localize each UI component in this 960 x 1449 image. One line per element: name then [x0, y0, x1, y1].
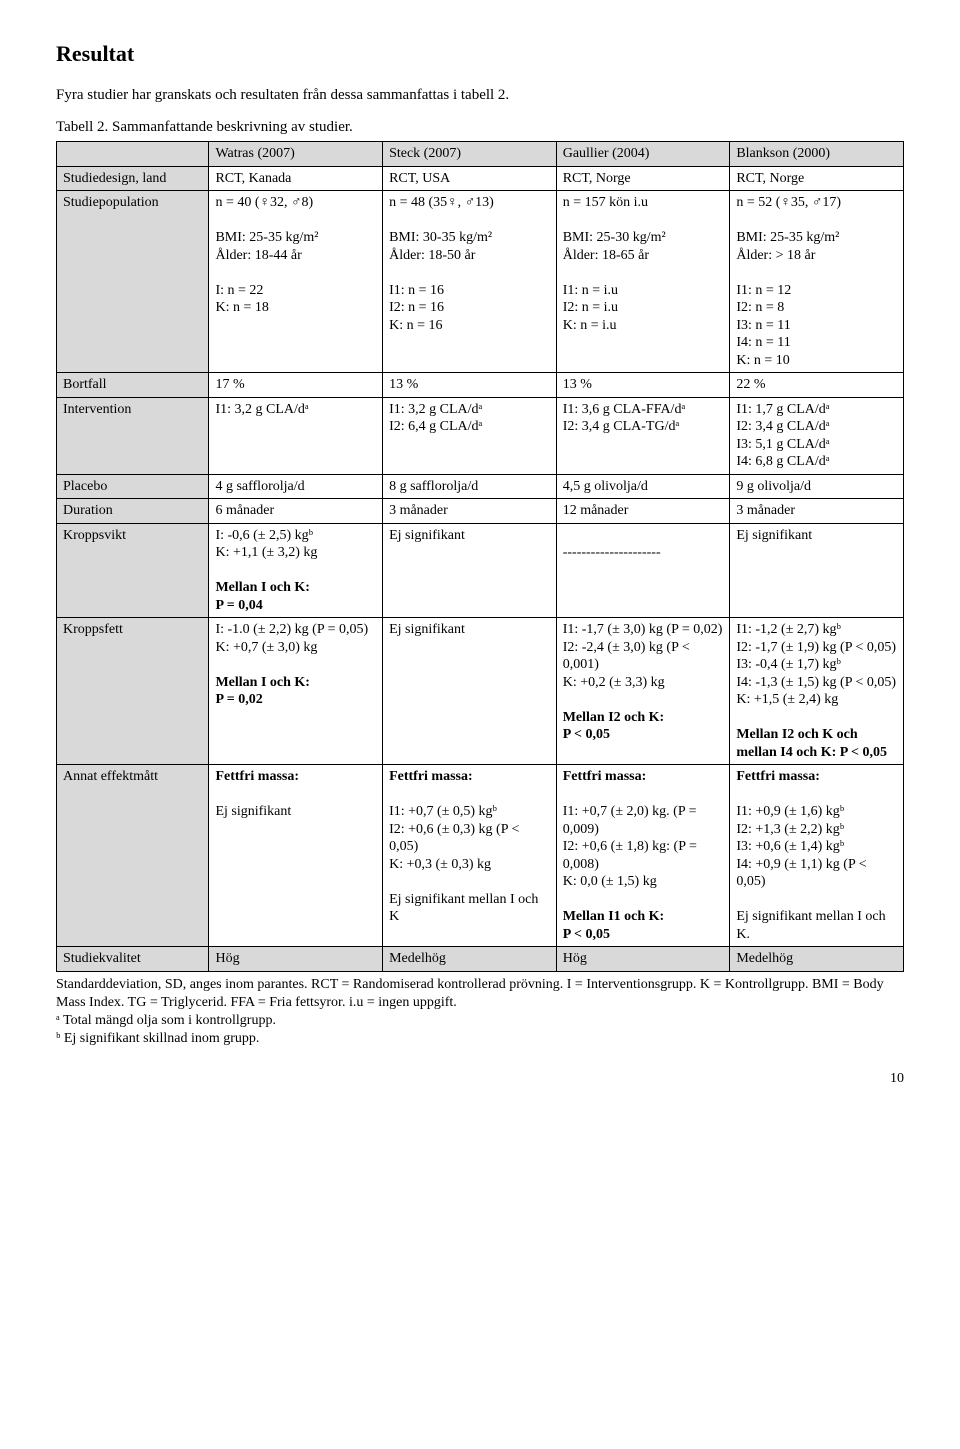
cell: n = 157 kön i.uBMI: 25-30 kg/m²Ålder: 18… [556, 191, 730, 373]
cell: n = 40 (♀32, ♂8)BMI: 25-35 kg/m²Ålder: 1… [209, 191, 383, 373]
cell: RCT, Norge [730, 166, 904, 191]
cell: --------------------- [556, 523, 730, 618]
cell: 6 månader [209, 499, 383, 524]
cell: I1: -1,7 (± 3,0) kg (P = 0,02)I2: -2,4 (… [556, 618, 730, 765]
cell: RCT, Kanada [209, 166, 383, 191]
cell: Medelhög [730, 947, 904, 972]
cell: Fettfri massa:I1: +0,7 (± 2,0) kg. (P = … [556, 765, 730, 947]
cell: 9 g olivolja/d [730, 474, 904, 499]
cell: Medelhög [383, 947, 557, 972]
cell: I1: -1,2 (± 2,7) kgᵇI2: -1,7 (± 1,9) kg … [730, 618, 904, 765]
header-blank [57, 142, 209, 167]
table-row: Kroppsvikt I: -0,6 (± 2,5) kgᵇK: +1,1 (±… [57, 523, 904, 618]
header-c2: Steck (2007) [383, 142, 557, 167]
table-row: Bortfall 17 % 13 % 13 % 22 % [57, 373, 904, 398]
cell: I1: 3,2 g CLA/dᵃI2: 6,4 g CLA/dᵃ [383, 397, 557, 474]
cell: 13 % [383, 373, 557, 398]
cell: 22 % [730, 373, 904, 398]
table-row: Studiepopulation n = 40 (♀32, ♂8)BMI: 25… [57, 191, 904, 373]
table-row: Kroppsfett I: -1.0 (± 2,2) kg (P = 0,05)… [57, 618, 904, 765]
cell: 3 månader [730, 499, 904, 524]
row-label: Studiepopulation [57, 191, 209, 373]
cell: 3 månader [383, 499, 557, 524]
cell: Ej signifikant [383, 618, 557, 765]
cell: I: -0,6 (± 2,5) kgᵇK: +1,1 (± 3,2) kgMel… [209, 523, 383, 618]
table-row: Annat effektmått Fettfri massa:Ej signif… [57, 765, 904, 947]
intro-text: Fyra studier har granskats och resultate… [56, 86, 904, 105]
cell: I1: 1,7 g CLA/dᵃI2: 3,4 g CLA/dᵃI3: 5,1 … [730, 397, 904, 474]
row-label: Studiedesign, land [57, 166, 209, 191]
table-row: Studiedesign, land RCT, Kanada RCT, USA … [57, 166, 904, 191]
cell: Hög [556, 947, 730, 972]
cell: 8 g safflorolja/d [383, 474, 557, 499]
table-footnotes: Standarddeviation, SD, anges inom parant… [56, 976, 904, 1049]
results-table: Watras (2007) Steck (2007) Gaullier (200… [56, 141, 904, 972]
header-c3: Gaullier (2004) [556, 142, 730, 167]
cell: 13 % [556, 373, 730, 398]
table-row: Studiekvalitet Hög Medelhög Hög Medelhög [57, 947, 904, 972]
header-c4: Blankson (2000) [730, 142, 904, 167]
cell: I1: 3,6 g CLA-FFA/dᵃI2: 3,4 g CLA-TG/dᵃ [556, 397, 730, 474]
table-row: Duration 6 månader 3 månader 12 månader … [57, 499, 904, 524]
row-label: Duration [57, 499, 209, 524]
cell: Ej signifikant [730, 523, 904, 618]
row-label: Placebo [57, 474, 209, 499]
cell: n = 48 (35♀, ♂13)BMI: 30-35 kg/m²Ålder: … [383, 191, 557, 373]
cell: Fettfri massa:I1: +0,7 (± 0,5) kgᵇI2: +0… [383, 765, 557, 947]
cell: n = 52 (♀35, ♂17)BMI: 25-35 kg/m²Ålder: … [730, 191, 904, 373]
cell: I: -1.0 (± 2,2) kg (P = 0,05)K: +0,7 (± … [209, 618, 383, 765]
cell: Fettfri massa:I1: +0,9 (± 1,6) kgᵇI2: +1… [730, 765, 904, 947]
table-row: Intervention I1: 3,2 g CLA/dᵃ I1: 3,2 g … [57, 397, 904, 474]
cell: 12 månader [556, 499, 730, 524]
cell: 17 % [209, 373, 383, 398]
row-label: Kroppsfett [57, 618, 209, 765]
row-label: Studiekvalitet [57, 947, 209, 972]
cell: RCT, USA [383, 166, 557, 191]
cell: RCT, Norge [556, 166, 730, 191]
header-c1: Watras (2007) [209, 142, 383, 167]
cell: 4,5 g olivolja/d [556, 474, 730, 499]
table-caption: Tabell 2. Sammanfattande beskrivning av … [56, 118, 904, 137]
cell: I1: 3,2 g CLA/dᵃ [209, 397, 383, 474]
cell: Hög [209, 947, 383, 972]
page-title: Resultat [56, 40, 904, 68]
cell: Fettfri massa:Ej signifikant [209, 765, 383, 947]
row-label: Intervention [57, 397, 209, 474]
cell: 4 g safflorolja/d [209, 474, 383, 499]
row-label: Kroppsvikt [57, 523, 209, 618]
table-row: Placebo 4 g safflorolja/d 8 g safflorolj… [57, 474, 904, 499]
row-label: Annat effektmått [57, 765, 209, 947]
cell: Ej signifikant [383, 523, 557, 618]
row-label: Bortfall [57, 373, 209, 398]
page-number: 10 [56, 1070, 904, 1088]
table-header-row: Watras (2007) Steck (2007) Gaullier (200… [57, 142, 904, 167]
